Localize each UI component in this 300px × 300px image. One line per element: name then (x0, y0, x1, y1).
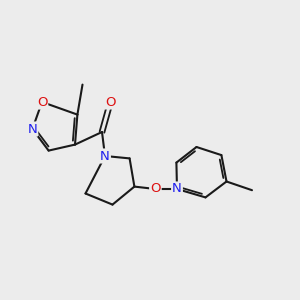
Text: O: O (105, 95, 116, 109)
Text: N: N (28, 122, 37, 136)
Text: N: N (100, 149, 110, 163)
Text: O: O (150, 182, 161, 196)
Text: O: O (37, 95, 47, 109)
Text: N: N (172, 182, 182, 196)
